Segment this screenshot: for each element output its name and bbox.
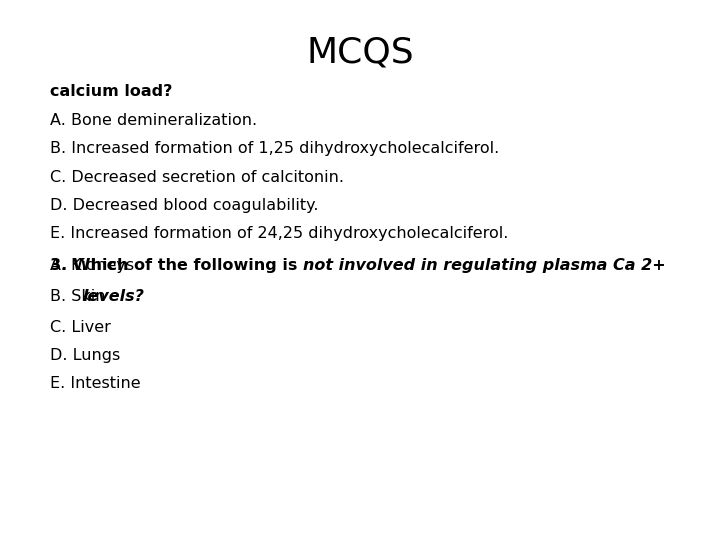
- Text: not involved in regulating plasma Ca 2+: not involved in regulating plasma Ca 2+: [303, 258, 666, 273]
- Text: MCQS: MCQS: [306, 35, 414, 69]
- Text: calcium load?: calcium load?: [50, 84, 173, 99]
- Text: E. Increased formation of 24,25 dihydroxycholecalciferol.: E. Increased formation of 24,25 dihydrox…: [50, 226, 509, 241]
- Text: levels?: levels?: [83, 289, 145, 304]
- Text: C. Liver: C. Liver: [50, 320, 112, 335]
- Text: D. Decreased blood coagulability.: D. Decreased blood coagulability.: [50, 198, 319, 213]
- Text: 3. Which of the following is: 3. Which of the following is: [50, 258, 303, 273]
- Text: A. Kidneys: A. Kidneys: [50, 258, 135, 273]
- Text: C. Decreased secretion of calcitonin.: C. Decreased secretion of calcitonin.: [50, 170, 344, 185]
- Text: D. Lungs: D. Lungs: [50, 348, 121, 363]
- Text: E. Intestine: E. Intestine: [50, 376, 141, 391]
- Text: B. Increased formation of 1,25 dihydroxycholecalciferol.: B. Increased formation of 1,25 dihydroxy…: [50, 141, 500, 157]
- Text: B. Skin: B. Skin: [50, 289, 106, 304]
- Text: A. Bone demineralization.: A. Bone demineralization.: [50, 113, 258, 129]
